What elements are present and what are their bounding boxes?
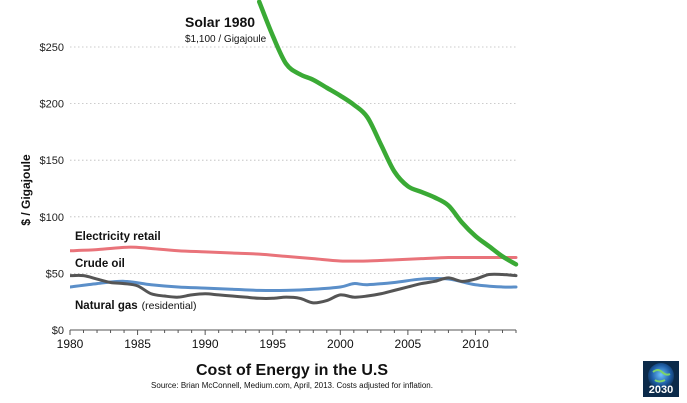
logo: 2030 [643,361,679,397]
series-line-electricity-retail [70,245,518,263]
series-line-solar [256,0,519,267]
x-tick-label: 2000 [327,337,354,351]
x-tick-label: 1990 [192,337,219,351]
y-tick-label: $200 [40,99,64,111]
x-tick-label: 2005 [395,337,422,351]
logo-text: 2030 [649,384,673,396]
chart-title: Cost of Energy in the U.S [196,362,388,379]
y-tick-label: $100 [40,212,64,224]
label-crude-oil: Crude oil [75,258,125,270]
series-layer [70,0,519,305]
series-line-crude-oil [70,272,518,305]
label-layer: Solar 1980 $1,100 / Gigajoule Electricit… [19,14,433,390]
globe-land-icon [652,369,671,383]
x-tick-label: 1980 [57,337,84,351]
annotation-subtitle: $1,100 / Gigajoule [185,34,267,45]
x-tick-label: 1995 [259,337,286,351]
y-axis-label: $ / Gigajoule [19,154,33,226]
label-electricity-retail: Electricity retail [75,231,161,243]
y-tick-label: $150 [40,155,64,167]
annotation-title: Solar 1980 [185,14,255,30]
label-natural-gas: Natural gas (residential) [75,300,197,312]
source-note: Source: Brian McConnell, Medium.com, Apr… [151,381,433,390]
y-tick-label: $0 [52,325,64,337]
y-tick-label: $250 [40,42,64,54]
axis-layer: $0 $50 $100 $150 $200 $250 1980 1985 1990 1995 200… [40,42,517,351]
label-natural-gas-note: (residential) [142,300,197,312]
globe-icon [648,363,674,389]
y-tick-label: $50 [46,268,64,280]
x-tick-label: 1985 [124,337,151,351]
label-natural-gas-name: Natural gas [75,300,138,312]
x-tick-label: 2010 [462,337,489,351]
